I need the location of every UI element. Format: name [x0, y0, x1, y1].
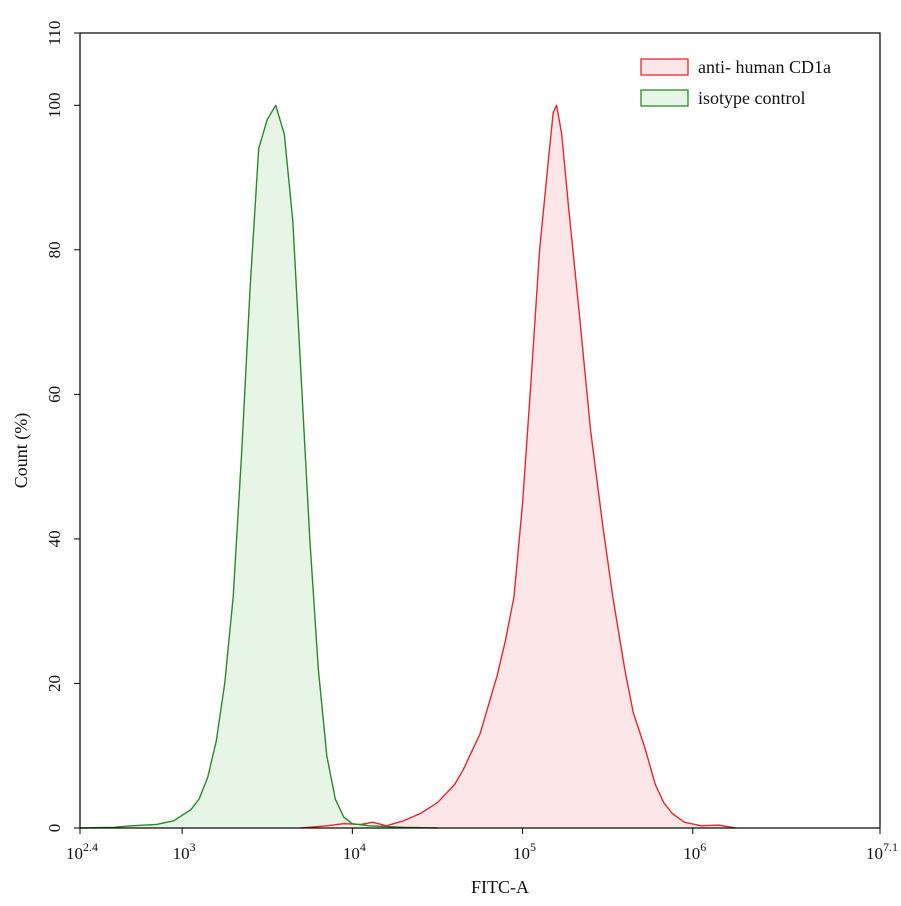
x-tick-label: 102.4	[66, 840, 98, 863]
plot-lines	[79, 104, 736, 829]
plot-fills	[80, 105, 736, 829]
x-axis: 102.4 103 104 105 106 107.1	[66, 828, 898, 863]
y-tick-label: 110	[45, 21, 64, 46]
x-tick-label: 103	[173, 840, 196, 863]
series-area-cd1a	[301, 105, 736, 829]
y-tick-label: 60	[45, 386, 64, 403]
x-tick-label: 107.1	[866, 840, 898, 863]
y-tick-label: 20	[45, 675, 64, 692]
legend-swatch-isotype	[640, 89, 689, 107]
legend-swatch-cd1a	[640, 58, 689, 76]
series-line-isotype	[79, 104, 438, 829]
y-tick-label: 0	[45, 824, 64, 833]
legend-item-isotype: isotype control	[640, 88, 805, 108]
y-tick-label: 100	[45, 93, 64, 119]
y-axis-title: Count (%)	[11, 413, 32, 489]
y-tick-label: 40	[45, 530, 64, 547]
legend-label-cd1a: anti- human CD1a	[698, 57, 831, 77]
x-axis-title: FITC-A	[471, 877, 529, 897]
legend: anti- human CD1a isotype control	[640, 57, 831, 108]
x-tick-label: 105	[513, 840, 536, 863]
x-tick-label: 106	[683, 840, 706, 863]
x-tick-label: 104	[343, 840, 366, 863]
series-line-cd1a	[301, 104, 736, 829]
y-tick-label: 80	[45, 241, 64, 258]
series-area-isotype	[80, 105, 438, 829]
legend-item-cd1a: anti- human CD1a	[640, 57, 831, 77]
plot-frame	[79, 32, 881, 829]
y-axis: 0 20 40 60 80 100 110	[45, 21, 80, 833]
legend-label-isotype: isotype control	[698, 88, 805, 108]
